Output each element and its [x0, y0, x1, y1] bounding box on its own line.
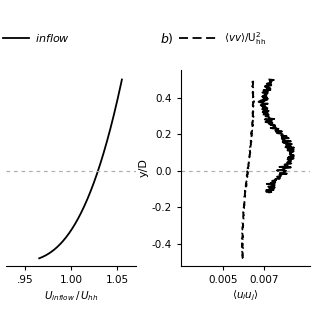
- Text: $\langle vv\rangle/\mathrm{U_{hh}^2}$: $\langle vv\rangle/\mathrm{U_{hh}^2}$: [224, 30, 266, 47]
- X-axis label: $\langle u_i u_j \rangle$: $\langle u_i u_j \rangle$: [232, 289, 259, 303]
- X-axis label: $U_{inflow}\,/\,U_{hh}$: $U_{inflow}\,/\,U_{hh}$: [44, 289, 99, 303]
- Text: $\mathit{b)}$: $\mathit{b)}$: [160, 31, 174, 46]
- Y-axis label: y/D: y/D: [139, 159, 149, 177]
- Text: $\mathit{inflow}$: $\mathit{inflow}$: [35, 32, 70, 44]
